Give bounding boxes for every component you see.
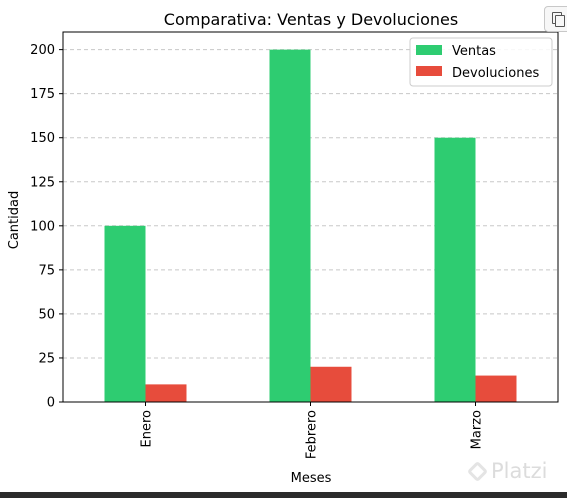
y-tick-label-50: 50 [38, 307, 55, 322]
legend-label-devoluciones: Devoluciones [452, 66, 539, 81]
x-tick-label-marzo: Marzo [470, 410, 485, 449]
y-tick-label-0: 0 [47, 396, 55, 411]
y-tick-label-150: 150 [30, 131, 55, 146]
y-tick-label-75: 75 [38, 263, 55, 278]
legend-frame [409, 37, 553, 87]
x-tick-label-febrero: Febrero [305, 410, 320, 459]
x-tick-label-enero: Enero [140, 410, 155, 448]
legend: Ventas Devoluciones [409, 37, 553, 87]
copy-icon-front [555, 15, 565, 27]
y-tick-label-200: 200 [30, 43, 55, 58]
bar-ventas-marzo [434, 137, 476, 402]
bar-devoluciones-marzo [475, 375, 517, 402]
legend-label-ventas: Ventas [452, 44, 496, 59]
legend-swatch-devoluciones [416, 66, 442, 76]
platzi-watermark: Platzi [466, 459, 548, 483]
platzi-logo-icon [466, 460, 489, 482]
bar-devoluciones-enero [145, 384, 187, 402]
copy-button[interactable] [544, 6, 567, 32]
y-tick-label-175: 175 [30, 87, 55, 102]
bar-devoluciones-febrero [310, 366, 352, 402]
y-tick-label-125: 125 [30, 175, 55, 190]
legend-swatch-ventas [416, 45, 442, 55]
bottom-bar [0, 492, 567, 498]
y-tick-label-100: 100 [30, 219, 55, 234]
y-tick-label-25: 25 [38, 351, 55, 366]
x-axis-label: Meses [291, 471, 332, 486]
bar-ventas-febrero [269, 49, 311, 402]
watermark-text: Platzi [491, 459, 548, 483]
bar-ventas-enero [104, 225, 146, 402]
chart-title: Comparativa: Ventas y Devoluciones [164, 10, 458, 29]
y-axis-label: Cantidad [7, 191, 22, 249]
